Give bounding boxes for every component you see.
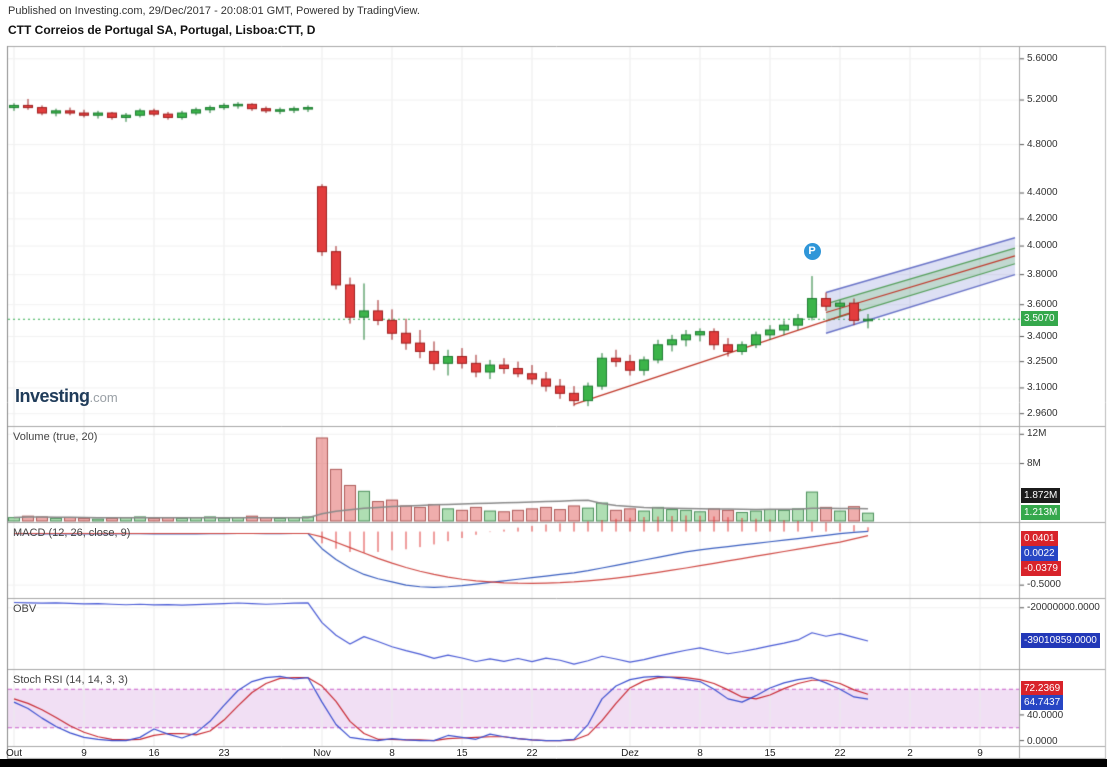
time-tick-label: 8 [389, 748, 395, 759]
time-tick-label: 2 [907, 748, 913, 759]
last-price-badge: 3.5070 [1021, 311, 1058, 327]
price-tick-label: 4.2000 [1027, 212, 1058, 224]
volume-panel-title: Volume (true, 20) [13, 431, 98, 443]
time-tick-label: 23 [218, 748, 230, 759]
obv-tick-label: -20000000.0000 [1027, 601, 1100, 613]
time-tick-label: Nov [313, 748, 331, 759]
time-tick-label: 9 [81, 748, 87, 759]
price-tick-label: 4.8000 [1027, 138, 1058, 150]
published-caption: Published on Investing.com, 29/Dec/2017 … [8, 5, 420, 17]
macd-tick-label: -0.5000 [1027, 579, 1061, 591]
stoch-tick-label: 40.0000 [1027, 709, 1064, 721]
investing-watermark: Investing.com [15, 386, 118, 407]
stoch-d-badge: 72.2369 [1021, 681, 1064, 697]
price-tick-label: 5.2000 [1027, 94, 1058, 106]
time-tick-label: 8 [697, 748, 703, 759]
time-tick-label: 22 [526, 748, 538, 759]
time-tick-label: 15 [456, 748, 468, 759]
price-tick-label: 3.8000 [1027, 268, 1058, 280]
stoch-k-badge: 64.7437 [1021, 695, 1064, 711]
time-tick-label: Out [5, 748, 23, 759]
macd-line-badge: 0.0022 [1021, 546, 1058, 561]
time-tick-label: 15 [764, 748, 776, 759]
time-tick-label: Dez [621, 748, 639, 759]
price-tick-label: 2.9600 [1027, 407, 1058, 419]
price-tick-label: 4.4000 [1027, 187, 1058, 199]
stoch-tick-label: 0.0000 [1027, 735, 1058, 747]
volume-tick-label: 12M [1027, 428, 1047, 440]
bottom-bar [0, 759, 1107, 767]
volume-tick-label: 8M [1027, 457, 1041, 469]
pitchfork-point-marker: P [803, 243, 821, 261]
price-tick-label: 3.4000 [1027, 330, 1058, 342]
price-tick-label: 3.2500 [1027, 355, 1058, 367]
price-tick-label: 4.0000 [1027, 240, 1058, 252]
obv-value-badge: -39010859.0000 [1021, 633, 1100, 649]
stoch-rsi-panel-title: Stoch RSI (14, 14, 3, 3) [13, 674, 128, 686]
price-tick-label: 3.1000 [1027, 381, 1058, 393]
chart-title: CTT Correios de Portugal SA, Portugal, L… [8, 23, 316, 37]
volume-ma-badge: 1.872M [1021, 488, 1061, 504]
price-tick-label: 5.6000 [1027, 52, 1058, 64]
time-tick-label: 9 [977, 748, 983, 759]
obv-panel-title: OBV [13, 603, 37, 615]
time-tick-label: 22 [834, 748, 846, 759]
macd-panel-title: MACD (12, 26, close, 9) [13, 527, 131, 539]
macd-histogram-badge: 0.0401 [1021, 531, 1058, 546]
price-tick-label: 3.6000 [1027, 298, 1058, 310]
time-tick-label: 16 [148, 748, 160, 759]
watermark-brand: Investing [15, 386, 90, 406]
watermark-suffix: .com [89, 390, 118, 405]
macd-signal-badge: -0.0379 [1021, 561, 1061, 576]
volume-current-badge: 1.213M [1021, 505, 1061, 521]
